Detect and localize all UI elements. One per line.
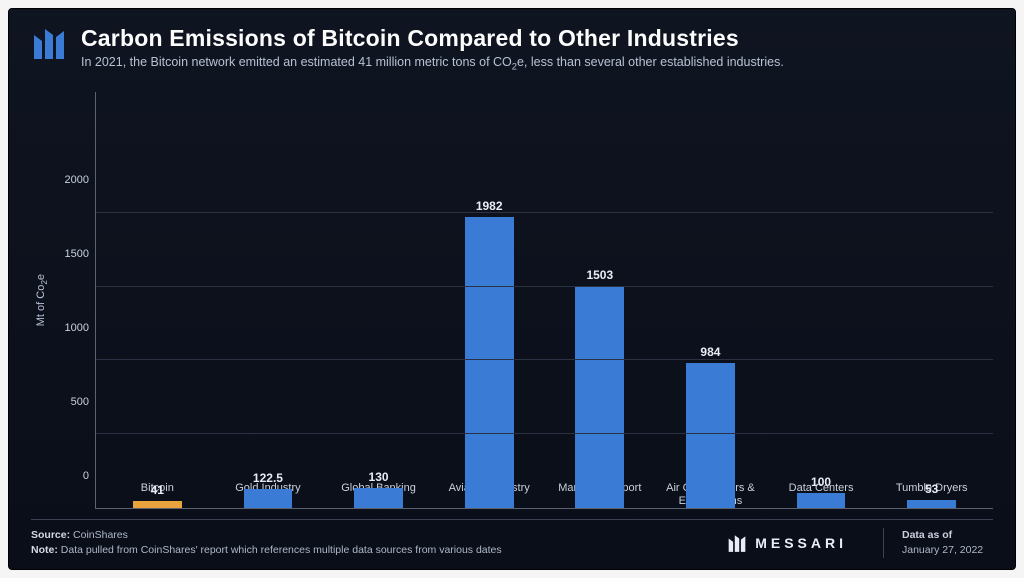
bar-value-label: 984 [700,345,720,359]
y-axis-label-column: Mt of Co2e [31,92,53,509]
source-label: Source: [31,529,70,541]
bar-value-label: 1503 [586,268,613,282]
bar [797,493,846,508]
bar [133,501,182,507]
plot-region: 41122.51301982150398410053 BitcoinGold I… [95,92,993,509]
bar-slot: 53 [876,199,987,508]
chart-title: Carbon Emissions of Bitcoin Compared to … [81,25,993,51]
y-tick-label: 1000 [65,322,89,334]
bar-value-label: 41 [151,483,164,497]
grid-line [96,286,993,287]
bar-slot: 130 [323,199,434,508]
brand-text: MESSARI [755,535,847,551]
bar [244,489,293,507]
bars-container: 41 122.5 130 1982 1503 984 100 53 [96,199,993,508]
y-tick-label: 1500 [65,248,89,260]
dataasof-value: January 27, 2022 [902,543,993,558]
plot-inner: 41 122.5 130 1982 1503 984 100 53 [96,199,993,509]
bar-slot: 41 [102,199,213,508]
chart-area: Mt of Co2e 0 500 1000 1500 2000 41 122.5 130 19… [31,92,993,509]
bar [907,500,956,508]
y-axis-label: Mt of Co2e [35,274,49,326]
bar [465,217,514,508]
bar-slot: 122.5 [213,199,324,508]
header: Carbon Emissions of Bitcoin Compared to … [31,25,993,72]
bar-slot: 984 [655,199,766,508]
note-label: Note: [31,544,58,556]
bar-value-label: 100 [811,475,831,489]
y-ticks: 0 500 1000 1500 2000 [53,92,95,509]
grid-line [96,433,993,434]
bar-value-label: 53 [925,482,938,496]
y-tick-label: 2000 [65,174,89,186]
messari-logo-icon [31,25,67,61]
title-block: Carbon Emissions of Bitcoin Compared to … [81,25,993,72]
y-tick-label: 500 [71,396,89,408]
bar-slot: 1503 [545,199,656,508]
grid-line [96,359,993,360]
source-value: CoinShares [73,529,128,541]
footer: Source: CoinShares Note: Data pulled fro… [31,519,993,560]
bar-value-label: 122.5 [253,471,283,485]
dataasof-label: Data as of [902,528,993,543]
bar-value-label: 130 [369,470,389,484]
grid-line [96,212,993,213]
footer-notes: Source: CoinShares Note: Data pulled fro… [31,528,691,560]
bar [686,363,735,508]
messari-logo-icon [727,533,747,553]
bar [354,488,403,507]
bar-value-label: 1982 [476,199,503,213]
chart-card: Carbon Emissions of Bitcoin Compared to … [8,8,1016,570]
chart-subtitle: In 2021, the Bitcoin network emitted an … [81,55,993,72]
footer-brand: MESSARI [709,533,865,553]
footer-date: Data as of January 27, 2022 [883,528,993,558]
y-tick-label: 0 [83,470,89,482]
bar [575,286,624,507]
bar-slot: 100 [766,199,877,508]
bar-slot: 1982 [434,199,545,508]
note-value: Data pulled from CoinShares' report whic… [61,544,502,556]
